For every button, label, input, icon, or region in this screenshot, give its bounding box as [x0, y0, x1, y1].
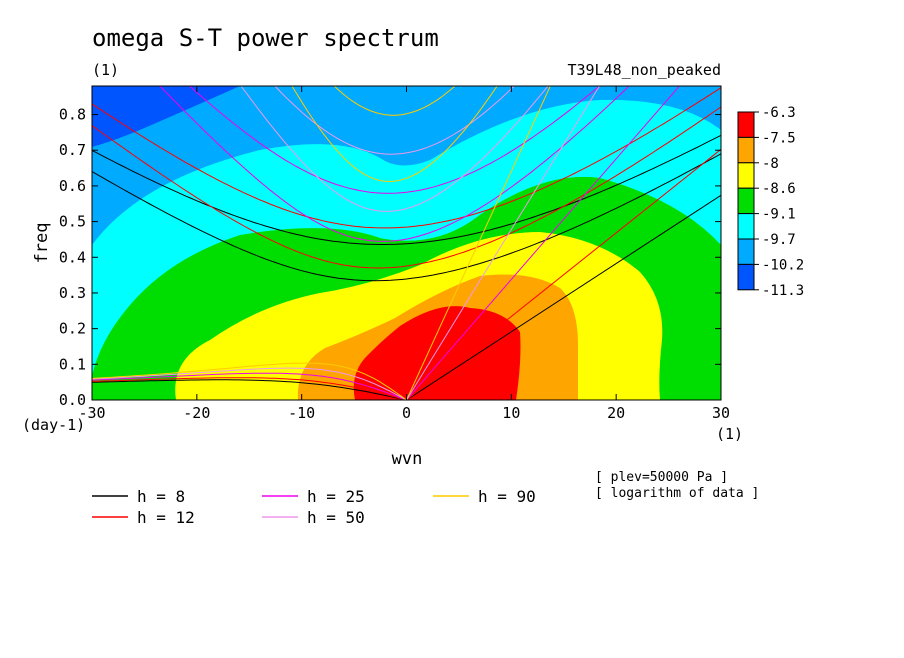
inertia-gravity-curve	[240, 86, 549, 212]
y-axis-label: freq	[32, 223, 52, 264]
y-tick-label: 0.7	[59, 141, 86, 159]
inertia-gravity-curve	[159, 86, 630, 242]
y-tick-label: 0.3	[59, 284, 86, 302]
colorbar-segment	[737, 162, 755, 189]
contour-band-6-3	[353, 306, 521, 400]
rossby-wave-curve	[92, 377, 407, 400]
inertia-gravity-curve-n2	[333, 86, 456, 116]
legend-label: h = 90	[478, 487, 536, 506]
colorbar-label: -8.6	[762, 181, 796, 197]
chart-subtitle-left: (1)	[92, 61, 119, 79]
rossby-wave-curve	[92, 367, 407, 400]
y-tick-label: 0.5	[59, 213, 86, 231]
colorbar-label: -11.3	[762, 283, 804, 299]
inertia-gravity-curve-n2	[188, 86, 601, 194]
colorbar-segment	[737, 263, 755, 291]
legend: h = 8 h = 12 h = 25 h = 50 h = 90	[92, 487, 536, 527]
kelvin-wave-curve	[406, 194, 721, 400]
note-log: [ logarithm of data ]	[595, 486, 759, 501]
colorbar-label: -6.3	[762, 105, 796, 121]
inertia-gravity-curve-n2	[274, 86, 515, 155]
colorbar-segment	[737, 238, 755, 265]
colorbar-segment	[737, 213, 755, 240]
y-tick-label: 0.0	[59, 391, 86, 409]
chart-subtitle-right: T39L48_non_peaked	[567, 61, 721, 79]
x-tick-label: 20	[607, 404, 625, 422]
kelvin-wave-curve	[406, 148, 721, 400]
colorbar-label: -7.5	[762, 130, 796, 146]
inertia-gravity-curve-n2	[92, 134, 721, 245]
colorbar-label: -10.2	[762, 257, 804, 273]
y-tick-label: 0.6	[59, 177, 86, 195]
x-axis-label: wvn	[392, 449, 423, 469]
legend-label: h = 8	[137, 487, 185, 506]
chart-title: omega S-T power spectrum	[92, 24, 439, 52]
inertia-gravity-curve	[291, 86, 498, 183]
y-tick-label: 0.4	[59, 248, 86, 266]
x-tick-label: 30	[712, 404, 730, 422]
colorbar: -6.3 -7.5 -8 -8.6 -9.1 -9.7 -10.2 -11.3	[737, 105, 804, 299]
note-plev: [ plev=50000 Pa ]	[595, 470, 728, 485]
rossby-wave-curve	[92, 362, 407, 400]
inertia-gravity-curve-n2	[92, 87, 721, 229]
y-tick-label: 0.8	[59, 106, 86, 124]
y-tick-label: 0.1	[59, 355, 86, 373]
colorbar-label: -9.1	[762, 207, 796, 223]
colorbar-label: -9.7	[762, 232, 796, 248]
kelvin-wave-curve	[406, 86, 551, 400]
x-tick-label: 0	[402, 404, 411, 422]
rossby-wave-curve	[92, 372, 407, 400]
contour-band-10-2	[92, 86, 240, 147]
x-tick-label: -20	[183, 404, 210, 422]
colorbar-segment	[737, 187, 755, 215]
colorbar-label: -8	[762, 156, 779, 172]
rossby-wave-curve	[92, 379, 407, 400]
x-tick-label: -10	[288, 404, 315, 422]
colorbar-segment	[737, 136, 755, 164]
dispersion-curves	[92, 86, 721, 400]
x-tick-label: -30	[78, 404, 105, 422]
x-axis: -30 -20 -10 0 10 20 30	[78, 86, 730, 422]
inertia-gravity-curve	[92, 106, 721, 269]
y-tick-label: 0.2	[59, 320, 86, 338]
y-unit-label: (day-1)	[22, 416, 85, 434]
x-tick-label: 10	[502, 404, 520, 422]
legend-label: h = 50	[307, 508, 365, 527]
inertia-gravity-curve	[92, 153, 721, 282]
legend-label: h = 25	[307, 487, 365, 506]
colorbar-segment	[737, 111, 755, 138]
y-axis: 0.0 0.1 0.2 0.3 0.4 0.5 0.6 0.7 0.8	[59, 106, 721, 409]
kelvin-wave-curve	[406, 86, 681, 400]
kelvin-wave-curve	[406, 86, 601, 400]
legend-label: h = 12	[137, 508, 195, 527]
x-unit-label: (1)	[716, 425, 743, 443]
